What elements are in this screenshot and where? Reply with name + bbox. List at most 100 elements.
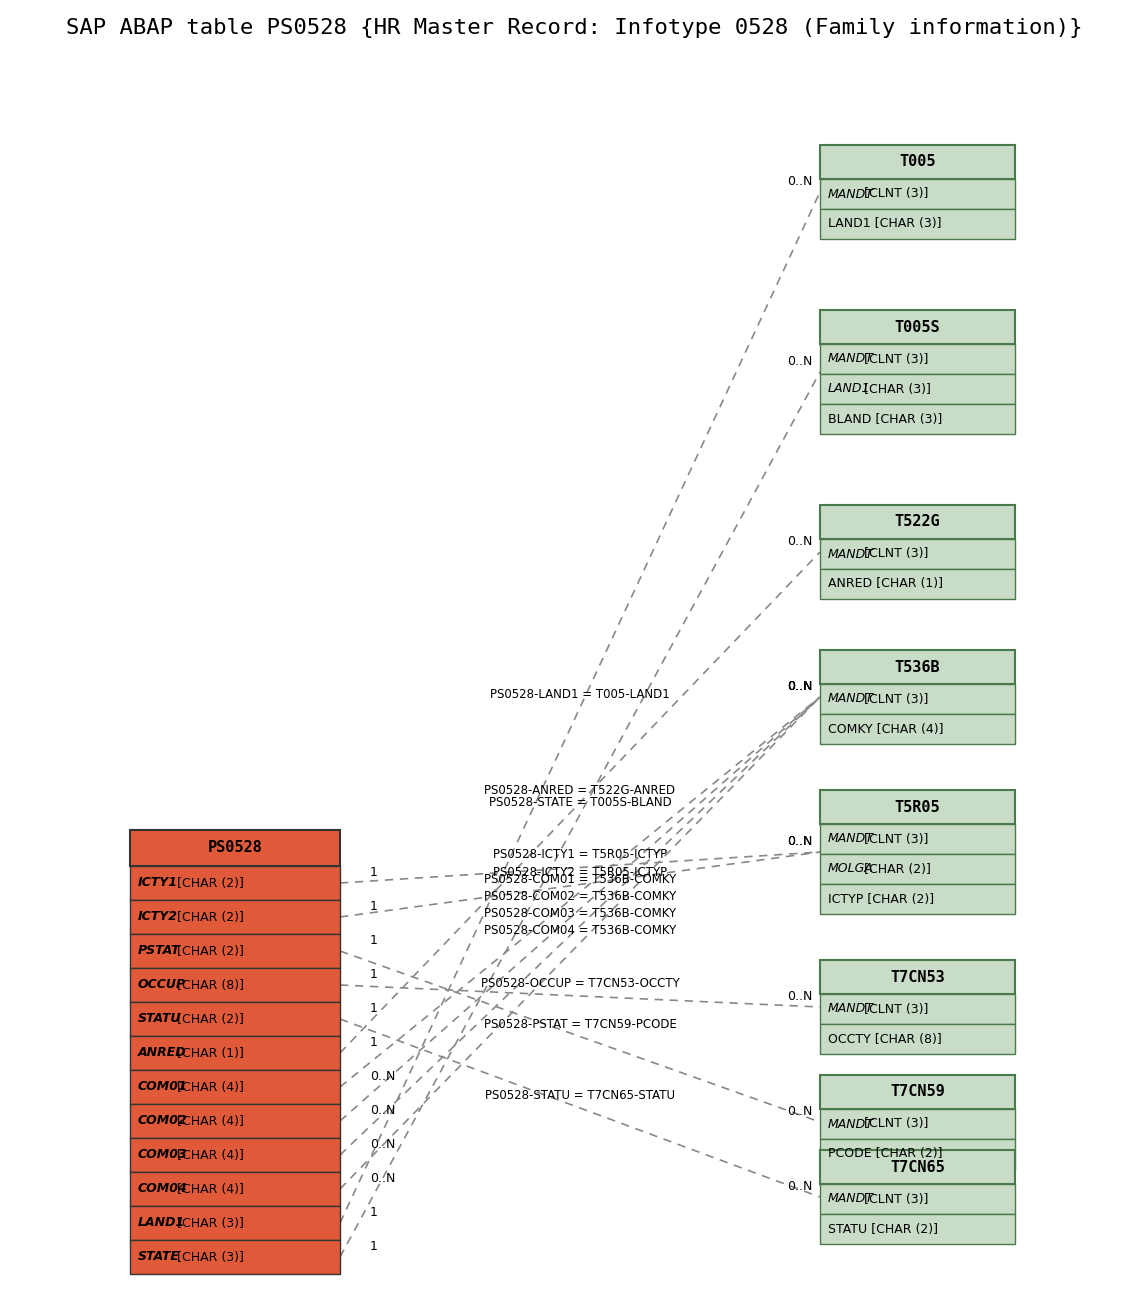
Text: STATU [CHAR (2)]: STATU [CHAR (2)] [828,1222,938,1235]
Bar [820,824,1015,854]
Text: MANDT: MANDT [828,1002,874,1015]
Text: MANDT: MANDT [828,187,874,200]
Text: [CLNT (3)]: [CLNT (3)] [861,1002,929,1015]
Text: [CHAR (4)]: [CHAR (4)] [173,1148,243,1161]
Text: PS0528-ANRED = T522G-ANRED: PS0528-ANRED = T522G-ANRED [484,784,675,797]
Text: MANDT: MANDT [828,547,874,560]
Text: 1: 1 [370,900,378,913]
Bar [130,933,340,968]
Bar [130,968,340,1002]
Text: MANDT: MANDT [828,1118,874,1131]
Text: PCODE [CHAR (2)]: PCODE [CHAR (2)] [828,1148,943,1161]
Text: [CLNT (3)]: [CLNT (3)] [861,693,929,706]
Text: [CHAR (3)]: [CHAR (3)] [173,1217,243,1230]
Bar [820,684,1015,714]
Text: 0..N: 0..N [786,835,812,848]
Text: COM04: COM04 [138,1183,188,1196]
Text: BLAND [CHAR (3)]: BLAND [CHAR (3)] [828,412,943,425]
Text: [CHAR (4)]: [CHAR (4)] [173,1114,243,1127]
Text: LAND1: LAND1 [828,382,870,395]
Bar [820,1139,1015,1169]
Text: PSTAT: PSTAT [138,945,180,958]
Bar [820,994,1015,1024]
Bar [130,1173,340,1206]
Text: STATE: STATE [138,1251,180,1264]
Text: COMKY [CHAR (4)]: COMKY [CHAR (4)] [828,723,944,736]
Text: [CHAR (3)]: [CHAR (3)] [173,1251,243,1264]
Text: STATU: STATU [138,1013,181,1026]
Bar [820,344,1015,374]
Bar [820,790,1015,824]
Text: ICTY1: ICTY1 [138,876,178,889]
Text: 0..N: 0..N [786,536,812,549]
Text: [CHAR (2)]: [CHAR (2)] [173,910,243,923]
Text: LAND1 [CHAR (3)]: LAND1 [CHAR (3)] [828,217,941,230]
Text: MANDT: MANDT [828,352,874,365]
Text: 0..N: 0..N [786,835,812,848]
Text: [CLNT (3)]: [CLNT (3)] [861,352,929,365]
Text: 0..N: 0..N [370,1104,395,1117]
Text: T7CN65: T7CN65 [890,1160,945,1174]
Text: [CHAR (8)]: [CHAR (8)] [173,979,245,992]
Text: 0..N: 0..N [786,176,812,188]
Bar [130,829,340,866]
Bar [820,959,1015,994]
Text: MANDT: MANDT [828,832,874,845]
Text: PS0528-STATE = T005S-BLAND: PS0528-STATE = T005S-BLAND [489,796,672,809]
Bar [820,179,1015,209]
Bar [820,884,1015,914]
Text: COM01: COM01 [138,1080,188,1093]
Bar [820,540,1015,569]
Text: 1: 1 [370,866,378,879]
Bar [130,866,340,900]
Text: SAP ABAP table PS0528 {HR Master Record: Infotype 0528 (Family information)}: SAP ABAP table PS0528 {HR Master Record:… [65,18,1083,38]
Bar [820,1150,1015,1184]
Text: [CHAR (2)]: [CHAR (2)] [173,1013,243,1026]
Text: MOLGA: MOLGA [828,862,874,875]
Text: [CHAR (4)]: [CHAR (4)] [173,1183,243,1196]
Text: 1: 1 [370,1002,378,1015]
Text: PS0528-ICTY2 = T5R05-ICTYP: PS0528-ICTY2 = T5R05-ICTYP [492,866,667,879]
Bar [820,1075,1015,1109]
Bar [820,569,1015,599]
Text: [CHAR (2)]: [CHAR (2)] [861,862,931,875]
Text: 0..N: 0..N [370,1138,395,1150]
Text: PS0528: PS0528 [208,841,263,855]
Text: MANDT: MANDT [828,1192,874,1205]
Text: [CLNT (3)]: [CLNT (3)] [861,832,929,845]
Text: 1: 1 [370,1206,378,1219]
Text: ANRED [CHAR (1)]: ANRED [CHAR (1)] [828,577,943,590]
Text: 0..N: 0..N [786,680,812,693]
Text: [CHAR (3)]: [CHAR (3)] [861,382,931,395]
Text: PS0528-ICTY1 = T5R05-ICTYP: PS0528-ICTY1 = T5R05-ICTYP [492,849,667,862]
Text: PS0528-OCCUP = T7CN53-OCCTY: PS0528-OCCUP = T7CN53-OCCTY [481,978,680,991]
Text: MANDT: MANDT [828,693,874,706]
Text: T005S: T005S [894,320,940,334]
Text: 0..N: 0..N [786,355,812,368]
Bar [820,374,1015,404]
Bar [820,146,1015,179]
Text: 0..N: 0..N [786,680,812,693]
Text: T522G: T522G [894,515,940,529]
Text: [CLNT (3)]: [CLNT (3)] [861,187,929,200]
Bar [130,1240,340,1274]
Bar [130,1206,340,1240]
Text: OCCTY [CHAR (8)]: OCCTY [CHAR (8)] [828,1032,941,1045]
Text: COM02: COM02 [138,1114,188,1127]
Text: PS0528-COM03 = T536B-COMKY: PS0528-COM03 = T536B-COMKY [484,907,676,920]
Bar [820,1184,1015,1214]
Text: [CLNT (3)]: [CLNT (3)] [861,1118,929,1131]
Text: ICTYP [CHAR (2)]: ICTYP [CHAR (2)] [828,893,934,906]
Bar [820,854,1015,884]
Text: 0..N: 0..N [786,680,812,693]
Text: [CLNT (3)]: [CLNT (3)] [861,547,929,560]
Text: PS0528-STATU = T7CN65-STATU: PS0528-STATU = T7CN65-STATU [484,1089,675,1102]
Text: [CHAR (2)]: [CHAR (2)] [173,945,243,958]
Text: LAND1: LAND1 [138,1217,185,1230]
Bar [130,1104,340,1138]
Text: [CLNT (3)]: [CLNT (3)] [861,1192,929,1205]
Bar [130,900,340,933]
Text: ICTY2: ICTY2 [138,910,178,923]
Bar [820,309,1015,344]
Bar [820,714,1015,744]
